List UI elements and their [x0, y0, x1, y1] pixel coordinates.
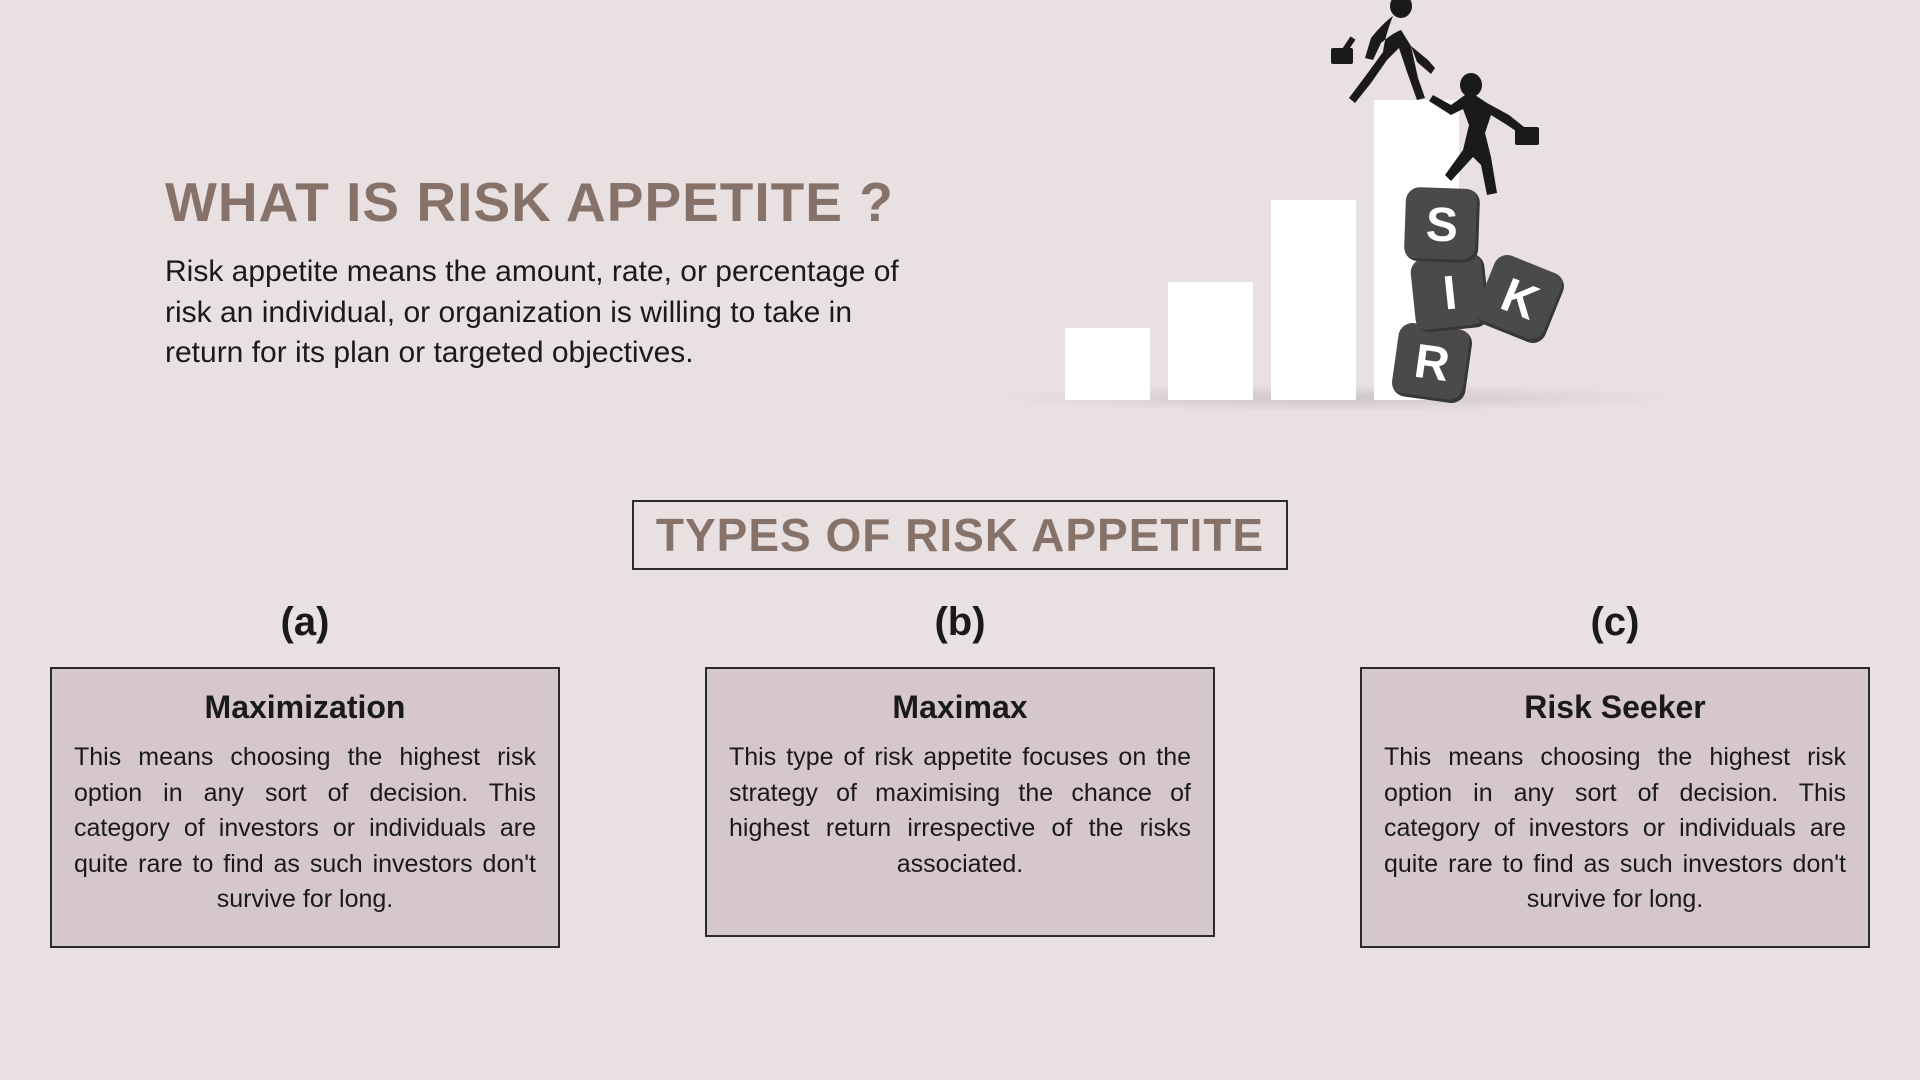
page-title: WHAT IS RISK APPETITE ?	[165, 170, 925, 234]
section-title: TYPES OF RISK APPETITE	[632, 500, 1288, 570]
card-desc: This type of risk appetite focuses on th…	[729, 740, 1191, 882]
bar-1	[1065, 328, 1150, 400]
bar-2	[1168, 282, 1253, 400]
risk-block-s: S	[1404, 187, 1481, 264]
card-desc: This means choosing the highest risk opt…	[74, 740, 536, 918]
risk-illustration: R I S K	[985, 60, 1820, 460]
top-section: WHAT IS RISK APPETITE ? Risk appetite me…	[0, 0, 1920, 460]
intro-text-block: WHAT IS RISK APPETITE ? Risk appetite me…	[165, 60, 925, 460]
risk-block-i: I	[1409, 252, 1490, 333]
card-label: (a)	[50, 600, 560, 645]
bar-3	[1271, 200, 1356, 400]
card-title: Maximization	[74, 689, 536, 726]
card-c: (c) Risk Seeker This means choosing the …	[1360, 600, 1870, 948]
card-label: (b)	[705, 600, 1215, 645]
card-label: (c)	[1360, 600, 1870, 645]
card-box: Maximization This means choosing the hig…	[50, 667, 560, 948]
card-title: Maximax	[729, 689, 1191, 726]
section-title-wrap: TYPES OF RISK APPETITE	[0, 500, 1920, 570]
card-a: (a) Maximization This means choosing the…	[50, 600, 560, 948]
businessman-climber-icon	[1415, 65, 1545, 205]
page-description: Risk appetite means the amount, rate, or…	[165, 252, 925, 374]
risk-block-r: R	[1390, 321, 1474, 405]
card-title: Risk Seeker	[1384, 689, 1846, 726]
risk-block-k: K	[1472, 251, 1568, 347]
card-box: Risk Seeker This means choosing the high…	[1360, 667, 1870, 948]
card-b: (b) Maximax This type of risk appetite f…	[705, 600, 1215, 948]
cards-row: (a) Maximization This means choosing the…	[0, 570, 1920, 948]
card-desc: This means choosing the highest risk opt…	[1384, 740, 1846, 918]
card-box: Maximax This type of risk appetite focus…	[705, 667, 1215, 937]
